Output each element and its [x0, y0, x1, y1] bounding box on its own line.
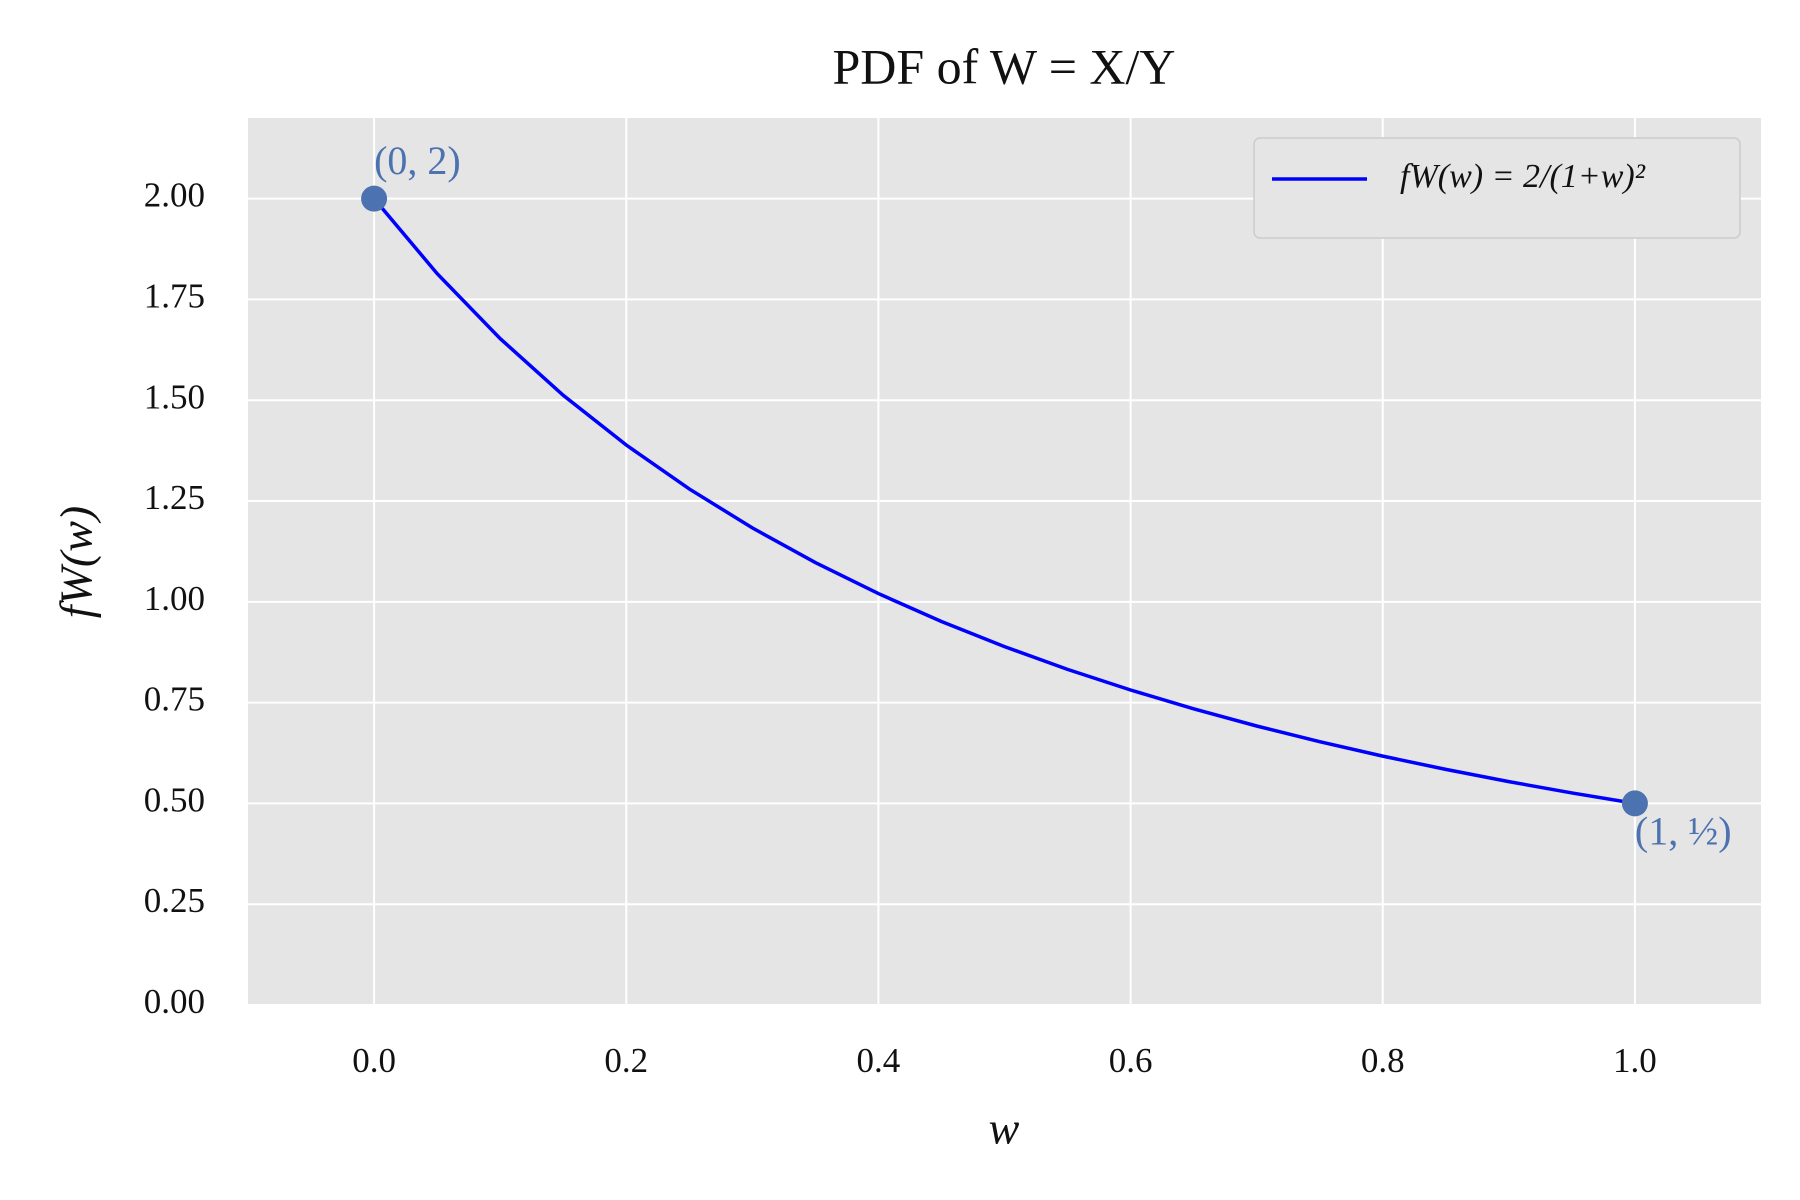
- y-axis-label: fW(w): [51, 506, 102, 618]
- plot-area: [248, 118, 1761, 1005]
- x-axis-label: w: [989, 1103, 1020, 1154]
- y-tick-label: 0.75: [144, 680, 205, 719]
- point: [361, 185, 388, 212]
- point-annotation: (1, ½): [1635, 809, 1732, 854]
- y-tick-label: 2.00: [144, 176, 205, 215]
- data-line: [372, 197, 1636, 806]
- x-tick-label: 0.0: [352, 1041, 396, 1080]
- point-annotation: (0, 2): [374, 138, 461, 183]
- legend-label: fW(w) = 2/(1+w)²: [1400, 158, 1646, 195]
- x-tick-label: 1.0: [1613, 1041, 1657, 1080]
- y-tick-label: 0.50: [144, 780, 205, 819]
- y-tick-label: 1.25: [144, 478, 205, 517]
- point: [1621, 790, 1648, 817]
- x-tick-label: 0.4: [857, 1041, 901, 1080]
- y-tick-label: 0.00: [144, 982, 205, 1021]
- y-tick-label: 1.00: [144, 579, 205, 618]
- x-tick-label: 0.8: [1361, 1041, 1405, 1080]
- chart-title: PDF of W = X/Y: [832, 38, 1175, 94]
- y-tick-label: 1.75: [144, 276, 205, 315]
- y-tick-label: 1.50: [144, 377, 205, 416]
- legend: [1253, 137, 1741, 239]
- y-tick-label: 0.25: [144, 881, 205, 920]
- x-tick-label: 0.6: [1109, 1041, 1153, 1080]
- x-tick-label: 0.2: [604, 1041, 648, 1080]
